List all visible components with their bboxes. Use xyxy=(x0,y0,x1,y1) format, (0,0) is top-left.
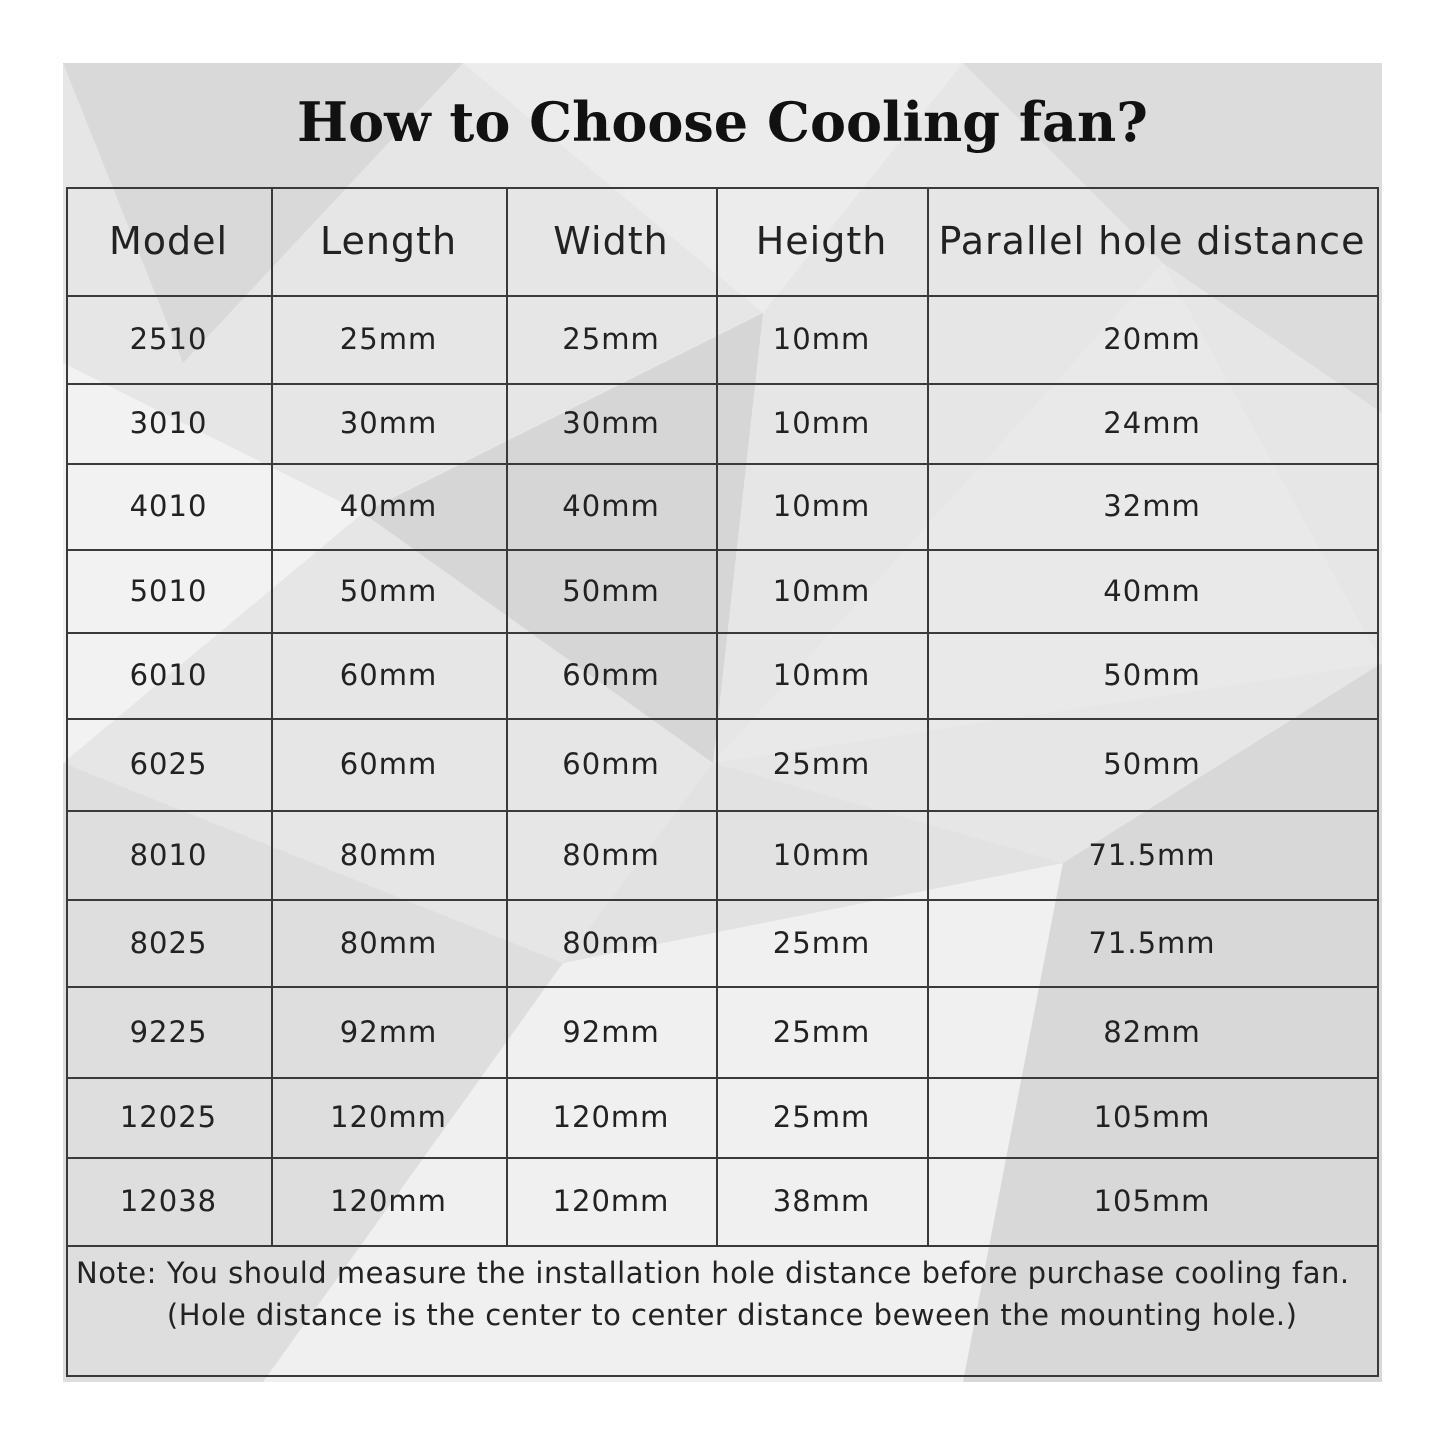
column-header: Parallel hole distance xyxy=(938,219,1366,263)
table-cell: 120mm xyxy=(552,1184,670,1218)
table-cell: 10mm xyxy=(772,406,871,440)
background-pattern xyxy=(63,63,1382,1382)
column-header: Heigth xyxy=(755,219,888,263)
table-cell: 50mm xyxy=(339,573,438,608)
table-cell: 105mm xyxy=(1093,1184,1211,1218)
table-cell: 10mm xyxy=(772,573,871,608)
title: How to Choose Cooling fan? xyxy=(297,90,1148,154)
table-cell: 25mm xyxy=(772,925,871,960)
row-line xyxy=(66,810,1377,812)
column-line xyxy=(506,187,508,1245)
table-cell: 82mm xyxy=(1103,1014,1201,1049)
table-cell: 105mm xyxy=(1093,1100,1211,1134)
table-cell: 38mm xyxy=(772,1184,871,1218)
table-cell: 2510 xyxy=(129,322,208,356)
table-cell: 5010 xyxy=(129,573,208,608)
row-line xyxy=(66,463,1377,465)
table-cell: 24mm xyxy=(1103,406,1201,440)
table-cell: 6025 xyxy=(129,747,208,781)
row-line xyxy=(66,295,1377,297)
column-header: Model xyxy=(108,219,229,263)
table-cell: 80mm xyxy=(562,925,660,960)
background-panel xyxy=(63,63,1382,1382)
table-cell: 40mm xyxy=(339,489,438,523)
table-cell: 8010 xyxy=(129,837,208,872)
bottom-line xyxy=(66,1375,1377,1377)
table-cell: 32mm xyxy=(1103,489,1201,523)
table-cell: 25mm xyxy=(772,747,871,781)
table-cell: 50mm xyxy=(562,573,660,608)
table-cell: 12025 xyxy=(119,1100,218,1134)
table-cell: 25mm xyxy=(562,322,660,356)
row-line xyxy=(66,1157,1377,1159)
note-text: You should measure the installation hole… xyxy=(166,1256,1350,1332)
table-cell: 10mm xyxy=(772,322,871,356)
row-line xyxy=(66,986,1377,988)
table-cell: 71.5mm xyxy=(1088,837,1216,872)
table-cell: 3010 xyxy=(129,406,208,440)
table-cell: 12038 xyxy=(119,1184,218,1218)
table-cell: 120mm xyxy=(552,1100,670,1134)
row-line xyxy=(66,549,1377,551)
row-line xyxy=(66,1077,1377,1079)
column-line xyxy=(66,187,68,1377)
table-cell: 80mm xyxy=(339,837,438,872)
table-cell: 71.5mm xyxy=(1088,925,1216,960)
column-line xyxy=(1377,187,1379,1377)
table-cell: 60mm xyxy=(562,747,660,781)
row-line xyxy=(66,383,1377,385)
table-cell: 30mm xyxy=(562,406,660,440)
table-cell: 30mm xyxy=(339,406,438,440)
note: Note: You should measure the installatio… xyxy=(76,1252,1366,1336)
table-cell: 10mm xyxy=(772,658,871,692)
table-cell: 8025 xyxy=(129,925,208,960)
table-cell: 40mm xyxy=(562,489,660,523)
table-cell: 10mm xyxy=(772,489,871,523)
table-cell: 6010 xyxy=(129,658,208,692)
row-line xyxy=(66,632,1377,634)
table-cell: 60mm xyxy=(339,747,438,781)
table-cell: 60mm xyxy=(562,658,660,692)
row-line xyxy=(66,187,1377,189)
table-cell: 60mm xyxy=(339,658,438,692)
table-cell: 25mm xyxy=(339,322,438,356)
table-cell: 4010 xyxy=(129,489,208,523)
column-line xyxy=(927,187,929,1245)
table-cell: 50mm xyxy=(1103,658,1201,692)
table-cell: 92mm xyxy=(339,1014,438,1049)
table-cell: 9225 xyxy=(129,1014,208,1049)
table-cell: 80mm xyxy=(339,925,438,960)
column-header: Length xyxy=(319,219,458,263)
table-cell: 80mm xyxy=(562,837,660,872)
row-line xyxy=(66,1245,1377,1247)
column-line xyxy=(271,187,273,1245)
table-cell: 120mm xyxy=(330,1184,447,1218)
table-cell: 120mm xyxy=(330,1100,447,1134)
row-line xyxy=(66,899,1377,901)
row-line xyxy=(66,718,1377,720)
table-cell: 20mm xyxy=(1103,322,1201,356)
table-cell: 25mm xyxy=(772,1014,871,1049)
table-cell: 40mm xyxy=(1103,573,1201,608)
table-cell: 10mm xyxy=(772,837,871,872)
table-cell: 50mm xyxy=(1103,747,1201,781)
column-header: Width xyxy=(553,219,669,263)
note-label: Note: xyxy=(76,1256,157,1290)
table-cell: 92mm xyxy=(562,1014,660,1049)
table-cell: 25mm xyxy=(772,1100,871,1134)
column-line xyxy=(716,187,718,1245)
